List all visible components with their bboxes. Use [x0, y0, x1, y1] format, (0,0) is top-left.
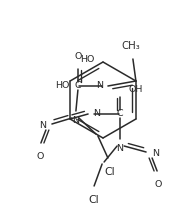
Text: C: C	[117, 110, 123, 118]
Text: O: O	[36, 152, 44, 161]
Text: C: C	[75, 82, 81, 90]
Text: N: N	[93, 110, 100, 118]
Text: CH₃: CH₃	[122, 41, 140, 51]
Text: OH: OH	[128, 85, 143, 94]
Text: Cl: Cl	[105, 167, 115, 177]
Text: N: N	[72, 116, 79, 125]
Text: N: N	[39, 122, 46, 130]
Text: N: N	[117, 144, 124, 153]
Text: HO: HO	[80, 54, 94, 64]
Text: O: O	[154, 180, 162, 189]
Text: Cl: Cl	[89, 195, 99, 205]
Text: HO: HO	[55, 82, 70, 90]
Text: N: N	[96, 81, 103, 89]
Text: O: O	[74, 52, 82, 61]
Text: N: N	[152, 150, 159, 158]
